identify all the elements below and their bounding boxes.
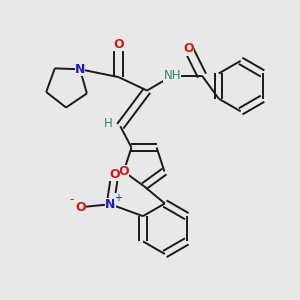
Text: O: O bbox=[110, 168, 120, 181]
Text: NH: NH bbox=[164, 69, 181, 82]
Text: O: O bbox=[75, 201, 86, 214]
Text: N: N bbox=[75, 63, 85, 76]
Text: O: O bbox=[183, 42, 194, 56]
Text: +: + bbox=[114, 193, 122, 203]
Text: H: H bbox=[104, 117, 113, 130]
Text: -: - bbox=[69, 193, 74, 206]
Text: O: O bbox=[118, 165, 129, 178]
Text: O: O bbox=[113, 38, 124, 51]
Text: N: N bbox=[105, 198, 116, 211]
